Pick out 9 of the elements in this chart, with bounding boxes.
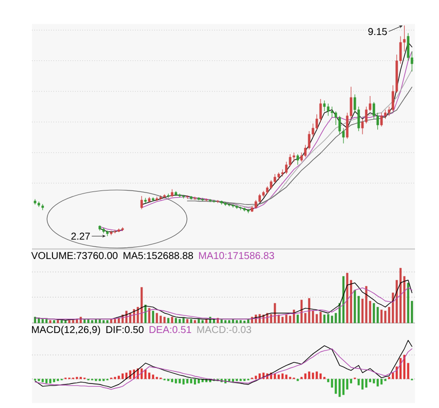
text: MA10:171586.83	[199, 252, 274, 260]
text: MACD:-0.03	[197, 326, 252, 334]
text: DEA:0.51	[150, 326, 192, 334]
text: MA5:152688.88	[124, 252, 193, 260]
chart-title: MACD(12,26,9)	[32, 326, 100, 336]
annotation: 9.15	[368, 28, 387, 36]
chart-title: VOLUME:73760.00	[31, 252, 118, 260]
text: DIF:0.50	[106, 326, 144, 334]
annotation: 2.27	[71, 232, 90, 240]
